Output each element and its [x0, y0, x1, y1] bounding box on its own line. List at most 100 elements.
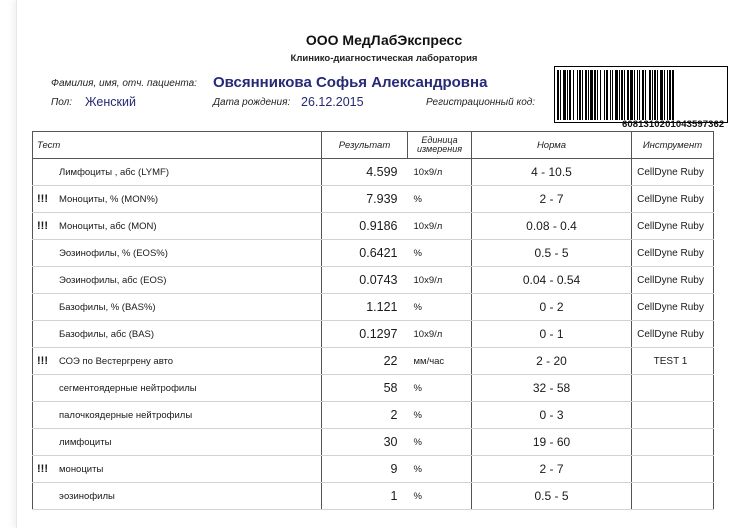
results-table: Тест Результат Единица измерения Норма И…	[32, 131, 714, 510]
result-value: 30	[321, 428, 408, 456]
instrument-name	[631, 482, 714, 510]
test-name: Базофилы, абс (BAS)	[59, 328, 155, 340]
table-row: !!! СОЭ по Вестергрену авто 22 мм/час 2 - 20…	[32, 347, 714, 375]
norm-range: 4 - 10.5	[471, 158, 632, 186]
result-value: 0.6421	[321, 239, 408, 267]
unit-value: %	[407, 374, 472, 402]
header-unit-line1: Единица	[421, 135, 458, 145]
header-unit: Единица измерения	[407, 131, 472, 159]
table-row: Эозинофилы, абс (EOS) 0.0743 10x9/л 0.04 - …	[32, 266, 714, 294]
unit-value: %	[407, 482, 472, 510]
result-value: 9	[321, 455, 408, 483]
norm-range: 19 - 60	[471, 428, 632, 456]
result-value: 58	[321, 374, 408, 402]
unit-value: 10x9/л	[407, 158, 472, 186]
test-cell: сегментоядерные нейтрофилы	[32, 374, 322, 402]
abnormal-flag: !!!	[37, 355, 48, 367]
result-value: 0.0743	[321, 266, 408, 294]
test-name: Лимфоциты , абс (LYMF)	[59, 166, 169, 178]
test-cell: Эозинофилы, абс (EOS)	[32, 266, 322, 294]
test-cell: палочкоядерные нейтрофилы	[32, 401, 322, 429]
header-unit-line2: измерения	[416, 144, 463, 154]
unit-value: мм/час	[407, 347, 472, 375]
norm-range: 0 - 2	[471, 293, 632, 321]
norm-range: 2 - 7	[471, 185, 632, 213]
norm-range: 2 - 20	[471, 347, 632, 375]
test-cell: лимфоциты	[32, 428, 322, 456]
norm-range: 2 - 7	[471, 455, 632, 483]
table-row: Базофилы, % (BAS%) 1.121% 0 - 2 CellDyne Ru…	[32, 293, 714, 321]
abnormal-flag: !!!	[37, 193, 48, 205]
table-row: !!! Моноциты, абс (MON) 0.9186 10x9/л 0.08 -…	[32, 212, 714, 240]
unit-value: %	[407, 428, 472, 456]
header-result: Результат	[321, 131, 408, 159]
test-cell: !!! моноциты	[32, 455, 322, 483]
instrument-name: CellDyne Ruby	[631, 320, 714, 348]
table-row: !!! моноциты 9% 2 - 7	[32, 455, 714, 483]
barcode-number: 6081310201043597362	[622, 119, 725, 130]
instrument-name	[631, 428, 714, 456]
norm-range: 0.5 - 5	[471, 482, 632, 510]
result-value: 1.121	[321, 293, 408, 321]
abnormal-flag: !!!	[37, 463, 48, 475]
lab-name: ООО МедЛабЭкспресс	[305, 32, 463, 48]
table-row: !!! Моноциты, % (MON%) 7.939% 2 - 7 CellDyne…	[32, 185, 714, 213]
patient-name: Овсянникова Софья Александровна	[213, 74, 488, 91]
test-cell: Базофилы, абс (BAS)	[32, 320, 322, 348]
table-row: Эозинофилы, % (EOS%) 0.6421% 0.5 - 5 CellDy…	[32, 239, 714, 267]
barcode-image	[554, 66, 728, 123]
test-cell: !!! СОЭ по Вестергрену авто	[32, 347, 322, 375]
instrument-name: CellDyne Ruby	[631, 266, 714, 294]
table-header-row: Тест Результат Единица измерения Норма И…	[32, 131, 714, 159]
result-value: 2	[321, 401, 408, 429]
patient-name-label: Фамилия, имя, отч. пациента:	[51, 78, 197, 89]
patient-dob: 26.12.2015	[301, 95, 364, 109]
norm-range: 0 - 3	[471, 401, 632, 429]
unit-value: %	[407, 455, 472, 483]
unit-value: 10x9/л	[407, 320, 472, 348]
instrument-name	[631, 374, 714, 402]
test-cell: !!! Моноциты, абс (MON)	[32, 212, 322, 240]
test-cell: Эозинофилы, % (EOS%)	[32, 239, 322, 267]
norm-range: 0.5 - 5	[471, 239, 632, 267]
result-value: 4.599	[321, 158, 408, 186]
instrument-name: CellDyne Ruby	[631, 185, 714, 213]
test-cell: Лимфоциты , абс (LYMF)	[32, 158, 322, 186]
instrument-name: CellDyne Ruby	[631, 158, 714, 186]
instrument-name: CellDyne Ruby	[631, 293, 714, 321]
test-cell: !!! Моноциты, % (MON%)	[32, 185, 322, 213]
abnormal-flag: !!!	[37, 220, 48, 232]
norm-range: 0.08 - 0.4	[471, 212, 632, 240]
table-row: эозинофилы 1% 0.5 - 5	[32, 482, 714, 510]
header-test: Тест	[32, 131, 322, 159]
instrument-name	[631, 455, 714, 483]
result-value: 1	[321, 482, 408, 510]
norm-range: 0.04 - 0.54	[471, 266, 632, 294]
unit-value: %	[407, 293, 472, 321]
table-row: Базофилы, абс (BAS) 0.1297 10x9/л 0 - 1 Cell…	[32, 320, 714, 348]
dob-label: Дата рождения:	[213, 97, 291, 108]
result-value: 0.9186	[321, 212, 408, 240]
test-name: лимфоциты	[59, 436, 112, 448]
instrument-name: TEST 1	[631, 347, 714, 375]
test-name: Эозинофилы, % (EOS%)	[59, 247, 168, 259]
test-name: моноциты	[59, 464, 104, 475]
table-row: палочкоядерные нейтрофилы 2% 0 - 3	[32, 401, 714, 429]
unit-value: %	[407, 401, 472, 429]
header-norm: Норма	[471, 131, 632, 159]
table-row: лимфоциты 30% 19 - 60	[32, 428, 714, 456]
test-name: сегментоядерные нейтрофилы	[59, 382, 197, 394]
result-value: 22	[321, 347, 408, 375]
unit-value: 10x9/л	[407, 212, 472, 240]
test-name: эозинофилы	[59, 490, 115, 502]
unit-value: %	[407, 239, 472, 267]
result-value: 7.939	[321, 185, 408, 213]
header-instrument: Инструмент	[631, 131, 714, 159]
unit-value: %	[407, 185, 472, 213]
test-cell: эозинофилы	[32, 482, 322, 510]
table-row: Лимфоциты , абс (LYMF) 4.599 10x9/л 4 - 10.…	[32, 158, 714, 186]
test-name: Моноциты, абс (MON)	[59, 221, 157, 232]
norm-range: 32 - 58	[471, 374, 632, 402]
patient-sex: Женский	[85, 95, 136, 109]
test-name: Эозинофилы, абс (EOS)	[59, 274, 167, 286]
